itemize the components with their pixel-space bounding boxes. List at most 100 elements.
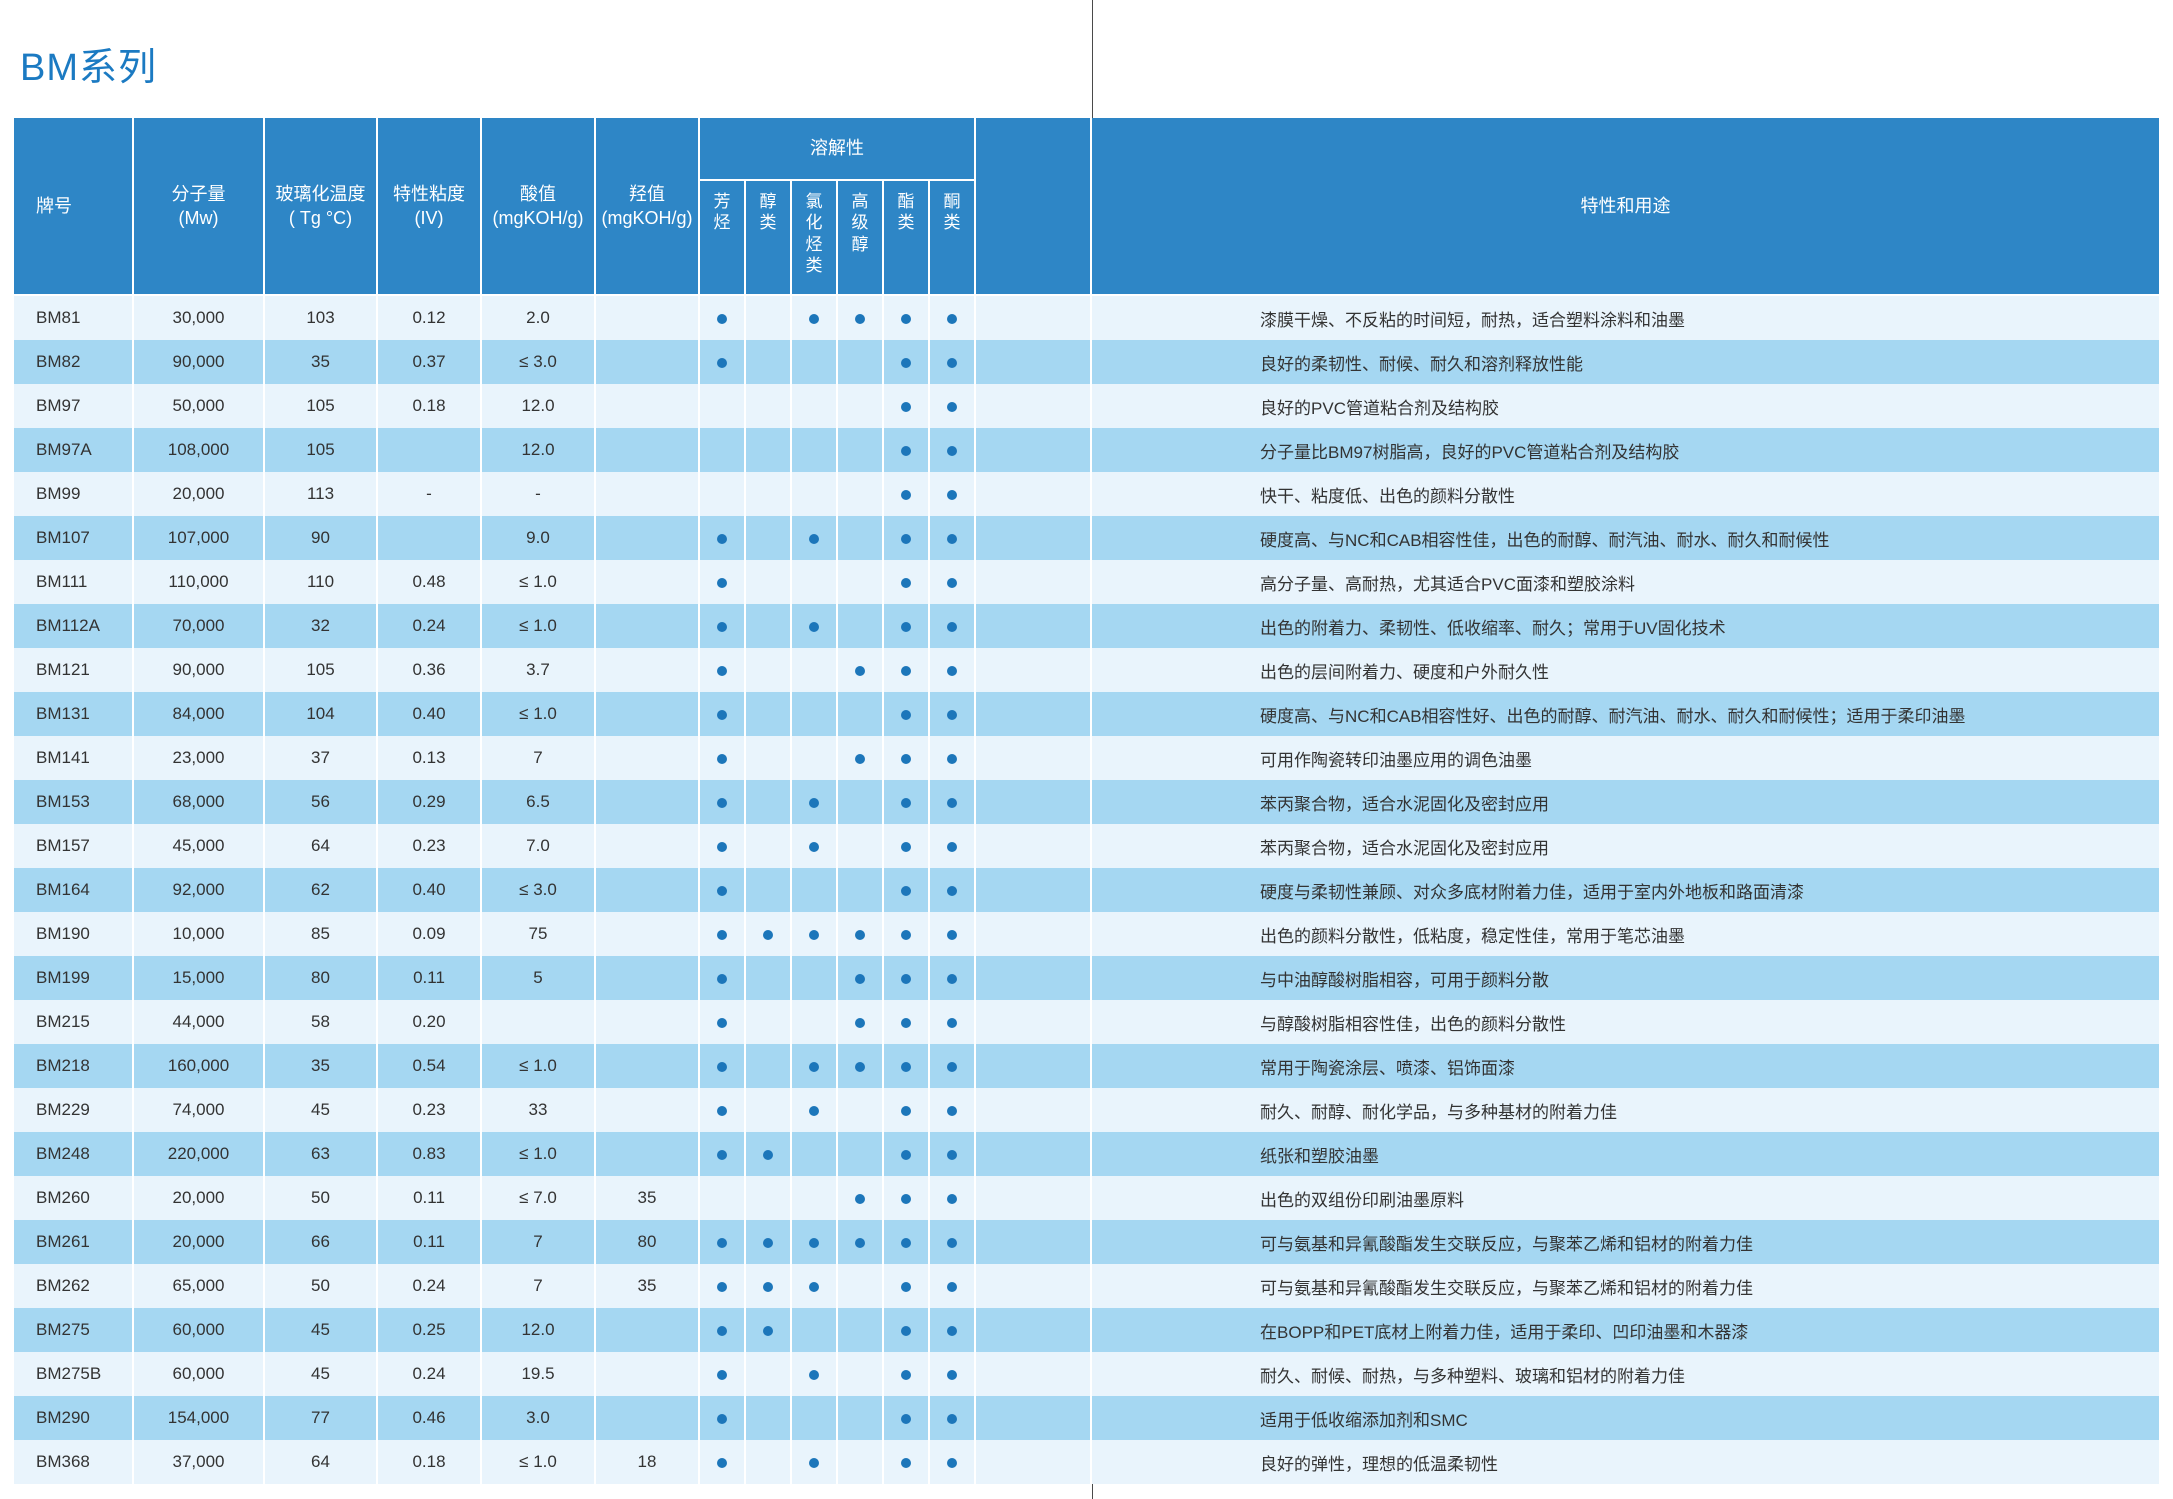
solubility-higher-alcohols-cell — [838, 1264, 884, 1308]
solubility-alcohols-cell — [746, 1440, 792, 1484]
solubility-alcohols-cell — [746, 1352, 792, 1396]
solubility-ketones-cell — [930, 604, 977, 648]
table-row: BM157 45,000 64 0.23 7.0 苯丙聚合物，适合水泥固化及密封… — [14, 824, 2160, 868]
solubility-aromatic-cell — [700, 912, 746, 956]
table-row: BM141 23,000 37 0.13 7 可用作陶瓷转印油墨应用的调色油墨 — [14, 736, 2160, 780]
glass-transition-temp-cell: 45 — [265, 1308, 378, 1352]
grade-cell: BM82 — [14, 340, 134, 384]
intrinsic-viscosity-cell: 0.83 — [378, 1132, 482, 1176]
hydroxyl-value-cell — [596, 560, 700, 604]
hydroxyl-value-cell — [596, 1044, 700, 1088]
spacer-cell — [976, 560, 1093, 604]
solubility-dot — [947, 1369, 958, 1380]
solubility-dot — [901, 1369, 911, 1380]
solubility-ketones-cell — [930, 1044, 977, 1088]
molecular-weight-cell: 160,000 — [134, 1044, 265, 1088]
solubility-alcohols-cell — [746, 340, 792, 384]
solubility-dot — [901, 313, 911, 324]
solubility-dot — [947, 1413, 958, 1424]
molecular-weight-cell: 20,000 — [134, 472, 265, 516]
grade-cell: BM262 — [14, 1264, 134, 1308]
acid-value-cell: ≤ 1.0 — [482, 560, 596, 604]
table-row: BM215 44,000 58 0.20 与醇酸树脂相容性佳，出色的颜料分散性 — [14, 1000, 2160, 1044]
solubility-dot — [901, 533, 911, 544]
col-header-ketones: 酮类 — [930, 181, 977, 296]
solubility-dot — [855, 1193, 865, 1204]
glass-transition-temp-cell: 113 — [265, 472, 378, 516]
solubility-aromatic-cell — [700, 472, 746, 516]
table-row: BM164 92,000 62 0.40 ≤ 3.0 硬度与柔韧性兼顾、对众多底… — [14, 868, 2160, 912]
grade-cell: BM275 — [14, 1308, 134, 1352]
solubility-aromatic-cell — [700, 516, 746, 560]
glass-transition-temp-cell: 80 — [265, 956, 378, 1000]
grade-cell: BM112A — [14, 604, 134, 648]
col-header-alcohols: 醇类 — [746, 181, 792, 296]
glass-transition-temp-cell: 58 — [265, 1000, 378, 1044]
solubility-alcohols-cell — [746, 1264, 792, 1308]
solubility-dot — [717, 1237, 727, 1248]
hydroxyl-value-cell: 80 — [596, 1220, 700, 1264]
solubility-dot — [717, 885, 727, 896]
solubility-higher-alcohols-cell — [838, 956, 884, 1000]
solubility-dot — [947, 401, 958, 412]
solubility-dot — [855, 1237, 865, 1248]
molecular-weight-cell: 110,000 — [134, 560, 265, 604]
solubility-higher-alcohols-cell — [838, 912, 884, 956]
solubility-dot — [901, 357, 911, 368]
chlorinated-hydrocarbons-label: 氯化烃类 — [805, 192, 823, 275]
glass-transition-temp-cell: 105 — [265, 428, 378, 472]
table-row: BM153 68,000 56 0.29 6.5 苯丙聚合物，适合水泥固化及密封… — [14, 780, 2160, 824]
molecular-weight-cell: 107,000 — [134, 516, 265, 560]
solubility-ketones-cell — [930, 340, 977, 384]
acid-value-cell: 75 — [482, 912, 596, 956]
molecular-weight-cell: 15,000 — [134, 956, 265, 1000]
solubility-dot — [947, 1149, 958, 1160]
solubility-aromatic-cell — [700, 340, 746, 384]
solubility-higher-alcohols-cell — [838, 868, 884, 912]
solubility-alcohols-cell — [746, 560, 792, 604]
solubility-dot — [809, 313, 819, 324]
hydroxyl-value-cell — [596, 340, 700, 384]
col-header-chlorinated-hydrocarbons: 氯化烃类 — [792, 181, 838, 296]
solubility-dot — [947, 929, 958, 940]
grade-cell: BM141 — [14, 736, 134, 780]
glass-transition-temp-cell: 35 — [265, 340, 378, 384]
higher-alcohols-label: 高级醇 — [851, 192, 869, 254]
table-row: BM218 160,000 35 0.54 ≤ 1.0 常用于陶瓷涂层、喷漆、铝… — [14, 1044, 2160, 1088]
solubility-chlorinated-cell — [792, 824, 838, 868]
solubility-dot — [901, 709, 911, 720]
solubility-ketones-cell — [930, 1132, 977, 1176]
acid-value-cell: 19.5 — [482, 1352, 596, 1396]
solubility-alcohols-cell — [746, 780, 792, 824]
intrinsic-viscosity-cell: 0.11 — [378, 956, 482, 1000]
grade-cell: BM111 — [14, 560, 134, 604]
hydroxyl-value-cell — [596, 912, 700, 956]
solubility-aromatic-cell — [700, 1176, 746, 1220]
solubility-aromatic-cell — [700, 1352, 746, 1396]
table-body: BM81 30,000 103 0.12 2.0 漆膜干燥、不反粘的时间短，耐热… — [14, 296, 2160, 1484]
solubility-higher-alcohols-cell — [838, 516, 884, 560]
solubility-dot — [947, 1193, 958, 1204]
solubility-alcohols-cell — [746, 1044, 792, 1088]
solubility-dot — [717, 1105, 727, 1116]
features-and-uses-cell: 良好的PVC管道粘合剂及结构胶 — [1260, 398, 1499, 418]
spacer-cell — [976, 1396, 1093, 1440]
features-and-uses-cell: 良好的柔韧性、耐候、耐久和溶剂释放性能 — [1260, 354, 1584, 374]
solubility-esters-cell — [884, 1440, 930, 1484]
glass-transition-temp-cell: 77 — [265, 1396, 378, 1440]
solubility-chlorinated-cell — [792, 868, 838, 912]
solubility-dot — [947, 1061, 958, 1072]
solubility-dot — [901, 841, 911, 852]
glass-transition-temp-cell: 105 — [265, 384, 378, 428]
features-and-uses-cell: 苯丙聚合物，适合水泥固化及密封应用 — [1260, 838, 1550, 858]
grade-cell: BM248 — [14, 1132, 134, 1176]
solubility-alcohols-cell — [746, 1132, 792, 1176]
molecular-weight-cell: 60,000 — [134, 1308, 265, 1352]
solubility-higher-alcohols-cell — [838, 648, 884, 692]
solubility-dot — [763, 1149, 773, 1160]
intrinsic-viscosity-cell: 0.36 — [378, 648, 482, 692]
solubility-chlorinated-cell — [792, 1088, 838, 1132]
intrinsic-viscosity-cell: 0.25 — [378, 1308, 482, 1352]
glass-transition-temp-cell: 85 — [265, 912, 378, 956]
solubility-dot — [901, 1149, 911, 1160]
